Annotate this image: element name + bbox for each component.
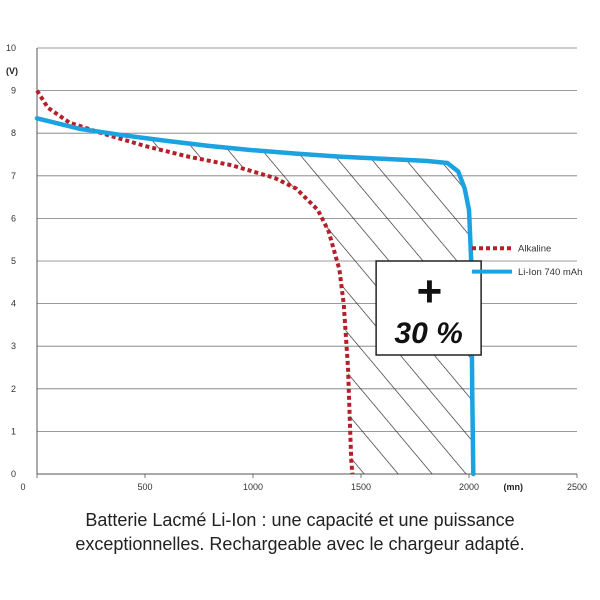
x-unit-label: (mn) (504, 482, 524, 492)
x-tick-2500: 2500 (567, 482, 587, 492)
gridlines (37, 47, 577, 475)
product-caption: Batterie Lacmé Li-Ion : une capacité et … (0, 508, 600, 556)
legend-label-alkaline: Alkaline (518, 244, 551, 255)
y-unit-label: (V) (6, 66, 18, 76)
series-lines (34, 89, 476, 477)
legend: Alkaline Li-Ion 740 mAh (472, 244, 582, 278)
y-tick-4: 4 (11, 299, 16, 309)
annotation-percent: 30 % (394, 317, 462, 350)
x-tick-1500: 1500 (351, 482, 371, 492)
y-tick-8: 8 (11, 128, 16, 138)
axes (36, 48, 578, 478)
capacity-gain-hatched-area (127, 139, 474, 474)
y-tick-7: 7 (11, 171, 16, 181)
y-tick-2: 2 (11, 384, 16, 394)
annotation-plus: + (416, 267, 442, 316)
y-tick-10: 10 (6, 43, 16, 53)
x-tick-2000: 2000 (459, 482, 479, 492)
gain-annotation-box: + 30 % (375, 260, 482, 356)
series-line-li-ion (34, 116, 476, 477)
y-tick-5: 5 (11, 256, 16, 266)
y-tick-9: 9 (11, 86, 16, 96)
x-tick-500: 500 (137, 482, 152, 492)
y-tick-3: 3 (11, 341, 16, 351)
y-tick-labels: 0 1 2 3 4 5 6 7 8 9 10 (6, 43, 16, 479)
annotation-box (375, 260, 482, 356)
legend-label-li-ion: Li-Ion 740 mAh (518, 267, 582, 278)
caption-line-1: Batterie Lacmé Li-Ion : une capacité et … (85, 510, 515, 530)
x-tick-1000: 1000 (243, 482, 263, 492)
y-tick-1: 1 (11, 426, 16, 436)
caption-line-2: exceptionnelles. Rechargeable avec le ch… (75, 534, 525, 554)
y-tick-0: 0 (11, 469, 16, 479)
series-line-alkaline (35, 89, 355, 475)
chart: 0 1 2 3 4 5 6 7 8 9 10 0 500 1000 1500 2000 2500 (V) (m… (6, 43, 587, 492)
x-tick-labels: 0 500 1000 1500 2000 2500 (20, 482, 587, 492)
y-tick-6: 6 (11, 213, 16, 223)
x-tick-0: 0 (20, 482, 25, 492)
